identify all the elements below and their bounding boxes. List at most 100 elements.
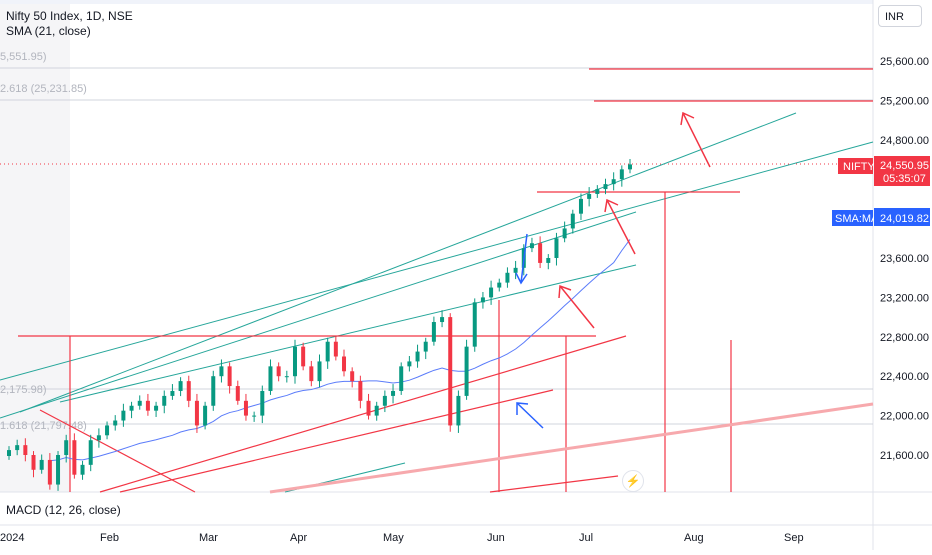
candle-body (431, 322, 436, 342)
candle-body (211, 376, 216, 406)
candle-body (628, 164, 632, 170)
candle-body (538, 243, 543, 263)
price-tick-label: 22,400.00 (880, 371, 929, 383)
price-tick-label: 23,600.00 (880, 253, 929, 265)
candle-body (301, 346, 306, 367)
candle-body (276, 366, 281, 377)
top-shade (0, 0, 873, 4)
price-tick-label: 24,800.00 (880, 135, 929, 147)
candle-body (252, 415, 257, 417)
candle-body (578, 198, 583, 214)
red-thick-trend (269, 402, 874, 494)
green-trendline (0, 141, 874, 381)
red-channel (489, 475, 619, 493)
candle-body (464, 346, 469, 396)
price-tick-label: 25,200.00 (880, 95, 929, 107)
candles (7, 159, 632, 491)
price-tick-label: 22,800.00 (880, 332, 929, 344)
time-tick-label: Jun (487, 532, 505, 544)
candle-body (243, 400, 248, 416)
last-price-symbol: NIFTY (843, 161, 875, 173)
fib-label: 2,175.98) (0, 384, 46, 396)
candle-body (268, 366, 273, 391)
history-shade (0, 0, 70, 492)
candle-body (64, 440, 69, 455)
candle-body (570, 213, 575, 229)
sma-indicator-label[interactable]: SMA (21, close) (6, 24, 91, 38)
fib-levels (0, 67, 873, 425)
candle-body (260, 390, 265, 416)
candle-body (309, 366, 314, 382)
candle-body (480, 297, 485, 303)
price-tick-label: 22,000.00 (880, 411, 929, 423)
sma-badge-label: SMA:MA (835, 213, 879, 225)
candle-body (603, 184, 608, 190)
candle-body (554, 238, 559, 258)
red-drawings (18, 68, 874, 494)
red-channel (119, 389, 554, 493)
candle-body (399, 366, 404, 391)
candle-body (39, 459, 44, 470)
lightning-icon[interactable]: ⚡ (622, 470, 644, 492)
time-tick-label: Apr (290, 532, 307, 544)
time-axis[interactable]: 2024 Feb Mar Apr May Jun Jul Aug Sep (0, 532, 804, 544)
candle-body (595, 189, 600, 194)
candle-body (121, 410, 126, 421)
candle-body (440, 317, 445, 323)
candle-body (562, 228, 567, 239)
countdown: 05:35:07 (883, 173, 926, 185)
sma-badge: SMA:MA 24,019.82 (832, 208, 930, 226)
fib-label: 5,551.95) (0, 51, 46, 63)
candle-body (391, 390, 396, 396)
price-axis[interactable]: 21,600.00 22,000.00 22,400.00 22,800.00 23,2… (880, 56, 929, 462)
candle-body (88, 440, 93, 465)
candle-body (186, 381, 191, 401)
candle-body (587, 193, 592, 199)
candle-body (194, 400, 199, 426)
candle-body (407, 361, 412, 367)
candle-body (382, 395, 387, 406)
macd-indicator-label[interactable]: MACD (12, 26, close) (6, 503, 121, 517)
candle-body (105, 425, 110, 436)
candle-body (358, 381, 363, 401)
candle-body (23, 445, 28, 455)
candle-body (31, 455, 36, 470)
candle-body (178, 381, 183, 391)
blue-arrow (515, 233, 528, 285)
fib-label: 2.618 (25,231.85) (0, 83, 87, 95)
red-arrow (604, 198, 636, 255)
time-tick-label: May (383, 532, 404, 544)
last-price-badge: NIFTY 24,550.95 05:35:07 (838, 156, 930, 186)
green-trendlines (0, 112, 874, 493)
price-tick-label: 25,600.00 (880, 56, 929, 68)
red-channel (99, 335, 627, 493)
candle-body (333, 341, 338, 357)
blue-arrow (516, 402, 544, 429)
candle-body (619, 169, 624, 180)
red-arrow (680, 111, 711, 168)
candle-body (284, 376, 289, 378)
candle-body (15, 445, 20, 451)
annotation-arrows (515, 111, 711, 429)
candle-body (113, 420, 118, 426)
candle-body (529, 243, 534, 249)
candle-body (350, 371, 355, 382)
candle-body (342, 356, 347, 372)
sma-line (49, 239, 631, 462)
candle-body (96, 435, 101, 441)
candle-body (456, 395, 461, 426)
candle-body (448, 317, 453, 426)
candle-body (374, 405, 379, 416)
candle-body (611, 179, 616, 185)
candle-body (56, 455, 61, 485)
currency-button[interactable]: INR (878, 5, 922, 27)
candle-body (472, 302, 477, 347)
symbol-title[interactable]: Nifty 50 Index, 1D, NSE (6, 9, 133, 23)
candle-body (317, 361, 322, 382)
candle-body (366, 400, 371, 416)
candle-body (154, 405, 159, 411)
candle-body (513, 267, 518, 273)
candle-body (80, 464, 85, 475)
